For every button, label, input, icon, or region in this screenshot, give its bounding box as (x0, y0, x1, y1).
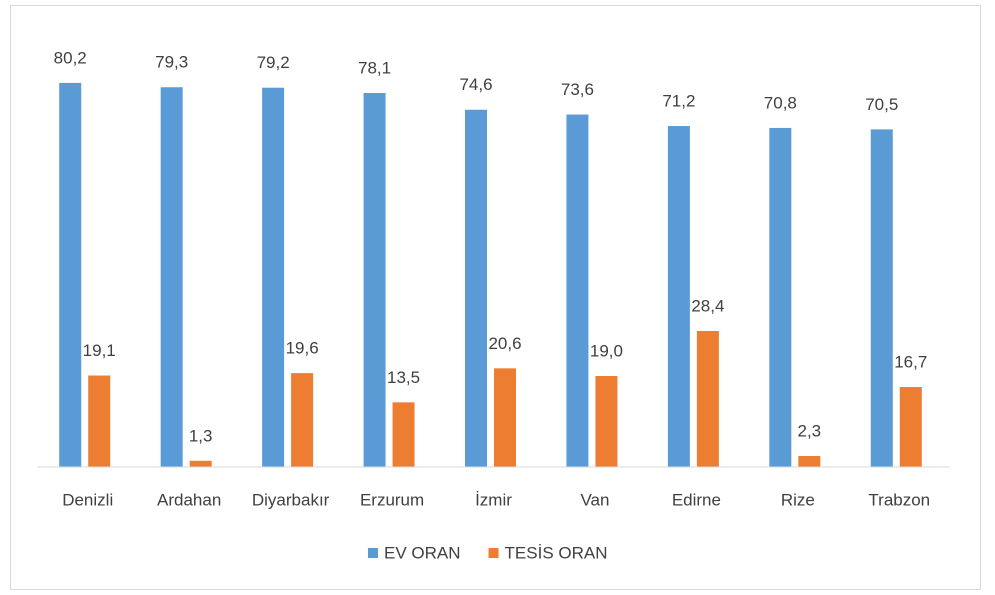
data-label: 19,1 (83, 341, 116, 360)
legend-swatch (488, 548, 499, 558)
data-label: 16,7 (894, 353, 927, 372)
x-tick-label: Trabzon (868, 490, 930, 509)
bar (88, 375, 111, 467)
data-label: 1,3 (189, 426, 213, 445)
bar (798, 455, 821, 467)
bar (262, 87, 285, 467)
bar (465, 109, 487, 467)
data-label: 79,3 (155, 53, 188, 72)
x-tick-label: Van (580, 490, 609, 509)
bar (291, 373, 314, 467)
data-label: 79,2 (257, 53, 290, 72)
data-label: 80,2 (54, 48, 87, 67)
legend-swatch (368, 548, 378, 558)
x-tick-label: Ardahan (157, 490, 221, 509)
data-label: 70,8 (764, 93, 797, 112)
data-label: 74,6 (459, 75, 492, 94)
data-label: 20,6 (488, 334, 521, 353)
data-label: 78,1 (358, 58, 391, 77)
x-tick-label: Diyarbakır (252, 490, 330, 509)
x-tick-label: Edirne (672, 490, 721, 509)
data-label: 73,6 (561, 80, 594, 99)
data-label: 13,5 (387, 368, 420, 387)
data-label: 19,0 (590, 341, 623, 360)
bar (160, 87, 183, 467)
bar (667, 126, 690, 467)
bar (566, 114, 589, 467)
x-tick-label: İzmir (475, 490, 512, 509)
data-label: 28,4 (691, 296, 724, 315)
bar (494, 368, 516, 467)
data-label: 2,3 (798, 421, 822, 440)
bar (899, 387, 922, 467)
bar (363, 92, 386, 467)
data-label: 71,2 (662, 92, 695, 111)
legend-label: TESİS ORAN (505, 543, 608, 562)
bar (595, 376, 618, 467)
bar (59, 82, 82, 467)
bar (870, 129, 893, 467)
bar (769, 127, 792, 468)
x-tick-label: Rize (781, 490, 815, 509)
x-tick-label: Denizli (62, 490, 113, 509)
data-label: 19,6 (286, 339, 319, 358)
bar (189, 460, 212, 467)
legend-label: EV ORAN (384, 543, 461, 562)
bar (392, 402, 415, 467)
x-tick-label: Erzurum (360, 490, 424, 509)
bar (696, 330, 719, 467)
data-label: 70,5 (865, 95, 898, 114)
